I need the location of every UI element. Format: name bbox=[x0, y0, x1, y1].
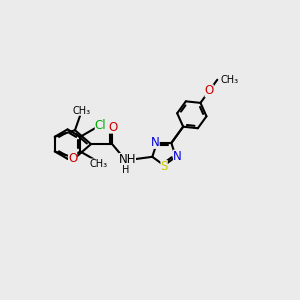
Text: N: N bbox=[151, 136, 160, 149]
Text: H: H bbox=[122, 165, 129, 175]
Text: NH: NH bbox=[118, 153, 136, 166]
Text: CH₃: CH₃ bbox=[90, 158, 108, 169]
Text: CH₃: CH₃ bbox=[72, 106, 90, 116]
Text: O: O bbox=[108, 121, 117, 134]
Text: O: O bbox=[205, 84, 214, 98]
Text: O: O bbox=[68, 152, 77, 164]
Text: S: S bbox=[160, 160, 168, 173]
Text: CH₃: CH₃ bbox=[220, 75, 238, 85]
Text: N: N bbox=[173, 150, 182, 163]
Text: Cl: Cl bbox=[95, 118, 106, 132]
